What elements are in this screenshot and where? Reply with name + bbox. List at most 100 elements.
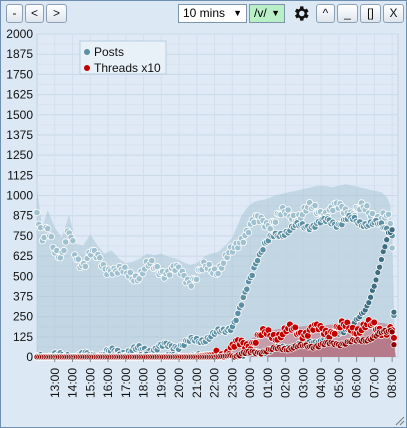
x-tick-label: 14:00: [66, 368, 80, 398]
chevron-down-icon: ▼: [271, 8, 280, 18]
posts-point: [311, 201, 319, 210]
posts-point-c: [388, 226, 396, 234]
x-tick-label: 13:00: [48, 368, 62, 398]
posts-point-b: [248, 271, 256, 279]
x-tick-label: 21:00: [190, 368, 204, 398]
posts-point: [47, 233, 55, 241]
posts-point-c: [378, 256, 385, 263]
posts-point-c: [367, 293, 374, 301]
legend-threads-label: Threads x10: [94, 61, 161, 75]
x-tick-label: 22:00: [208, 368, 222, 398]
threads-point: [252, 339, 260, 347]
posts-point: [153, 263, 161, 271]
posts-point: [271, 218, 280, 226]
interval-select[interactable]: 10 mins ▼: [178, 4, 247, 23]
posts-point: [126, 268, 134, 276]
posts-point-b: [254, 257, 262, 265]
posts-point-c: [370, 282, 378, 290]
y-tick-label: 875: [13, 209, 33, 223]
posts-area-b: [37, 219, 396, 357]
y-tick-label: 375: [13, 289, 33, 303]
chevron-down-icon: ▼: [233, 8, 242, 18]
y-axis: 2000187517501625150013751250112510008757…: [6, 28, 33, 364]
posts-point: [187, 282, 195, 290]
posts-point-c: [376, 263, 383, 271]
posts-point: [284, 206, 292, 214]
posts-point: [384, 210, 393, 218]
y-tick-label: 0: [26, 350, 33, 364]
x-tick-label: 06:00: [350, 368, 364, 398]
x-tick-label: 18:00: [137, 368, 151, 398]
maximize-button[interactable]: []: [360, 4, 381, 23]
settings-button[interactable]: [289, 4, 312, 23]
board-select[interactable]: /v/ ▼: [249, 4, 285, 23]
threads-point: [291, 323, 300, 332]
posts-point: [60, 246, 68, 255]
posts-point: [44, 225, 52, 233]
gear-icon: [294, 6, 309, 21]
posts-point: [386, 220, 394, 228]
posts-point: [33, 209, 41, 217]
posts-point-c: [381, 243, 389, 251]
legend-posts-marker: [84, 49, 90, 55]
prev-button[interactable]: <: [25, 4, 44, 23]
posts-point: [96, 254, 104, 262]
x-tick-label: 02:00: [279, 368, 293, 398]
posts-point: [148, 257, 156, 265]
up-button[interactable]: ^: [316, 4, 335, 23]
posts-point: [245, 229, 253, 237]
y-tick-label: 2000: [6, 28, 33, 41]
resize-grip-icon[interactable]: [395, 416, 405, 426]
posts-point-c: [383, 236, 391, 244]
posts-point: [69, 237, 77, 245]
interval-value: 10 mins: [183, 6, 226, 20]
y-tick-label: 1875: [6, 47, 33, 61]
legend-box: [79, 40, 167, 75]
y-tick-label: 250: [13, 310, 33, 324]
posts-point: [74, 255, 82, 263]
posts-threads-chart: 2000187517501625150013751250112510008757…: [6, 28, 399, 398]
posts-point-b: [232, 316, 240, 324]
x-tick-label: 05:00: [332, 368, 346, 398]
posts-point-b: [237, 301, 246, 309]
x-tick-label: 20:00: [172, 368, 186, 398]
threads-point: [330, 330, 339, 338]
x-tick-label: 17:00: [119, 368, 133, 398]
chart-legend: Posts Threads x10: [79, 40, 167, 75]
y-tick-label: 1250: [6, 148, 33, 162]
board-value: /v/: [254, 6, 267, 20]
x-tick-label: 07:00: [367, 368, 381, 398]
posts-point-c: [390, 308, 398, 316]
threads-area-b: [37, 329, 396, 357]
posts-point-b: [243, 285, 251, 293]
x-tick-label: 23:00: [225, 368, 239, 398]
threads-point-b: [388, 328, 396, 336]
y-tick-label: 1500: [6, 108, 33, 122]
y-tick-label: 125: [13, 330, 33, 344]
next-button[interactable]: >: [46, 4, 67, 23]
chart-points: [33, 199, 398, 361]
minimize-button[interactable]: _: [337, 4, 358, 23]
posts-point: [219, 259, 228, 267]
close-button[interactable]: X: [383, 4, 404, 23]
legend-threads-marker: [84, 65, 90, 71]
y-tick-label: 1125: [7, 168, 33, 182]
posts-point: [205, 260, 213, 268]
posts-point: [368, 209, 376, 218]
posts-point: [363, 202, 371, 210]
x-tick-label: 15:00: [83, 368, 97, 398]
posts-point: [166, 271, 174, 279]
y-tick-label: 1750: [6, 67, 33, 81]
y-tick-label: 625: [13, 249, 33, 263]
x-tick-label: 19:00: [154, 368, 168, 398]
minimize-small-button[interactable]: -: [6, 4, 23, 23]
threads-point: [390, 334, 398, 342]
x-tick-label: 01:00: [261, 368, 275, 398]
posts-point: [193, 275, 201, 283]
posts-point: [239, 238, 247, 246]
toolbar: - < > 10 mins ▼ /v/ ▼ ^ _ [] X: [1, 1, 406, 27]
x-tick-label: 00:00: [243, 368, 257, 398]
y-tick-label: 500: [13, 269, 33, 283]
threads-point-b: [390, 341, 398, 349]
